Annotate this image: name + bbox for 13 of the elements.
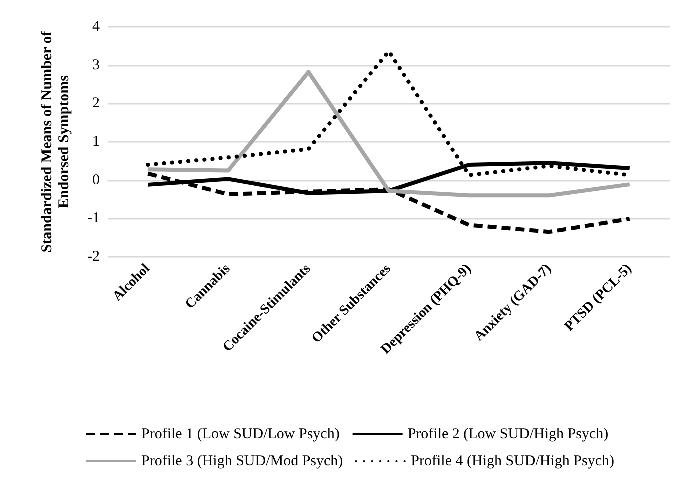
y-tick-label: -1 [88, 210, 100, 227]
legend-label: Profile 1 (Low SUD/Low Psych) [142, 426, 340, 442]
y-tick-label: -2 [88, 249, 100, 265]
y-tick-label: 3 [92, 57, 100, 74]
legend-label: Profile 3 (High SUD/Mod Psych) [142, 454, 344, 470]
y-tick-label: 1 [92, 134, 100, 150]
y-tick-label: 4 [92, 19, 100, 35]
legend-label: Profile 2 (Low SUD/High Psych) [408, 426, 609, 442]
y-tick-label: 2 [92, 96, 100, 112]
y-tick-label: 0 [92, 172, 100, 188]
y-axis-title: Standardized Means of Number of Endorsed Symptoms [40, 30, 72, 253]
legend-label: Profile 4 (High SUD/High Psych) [411, 454, 614, 470]
line-series [146, 70, 632, 198]
